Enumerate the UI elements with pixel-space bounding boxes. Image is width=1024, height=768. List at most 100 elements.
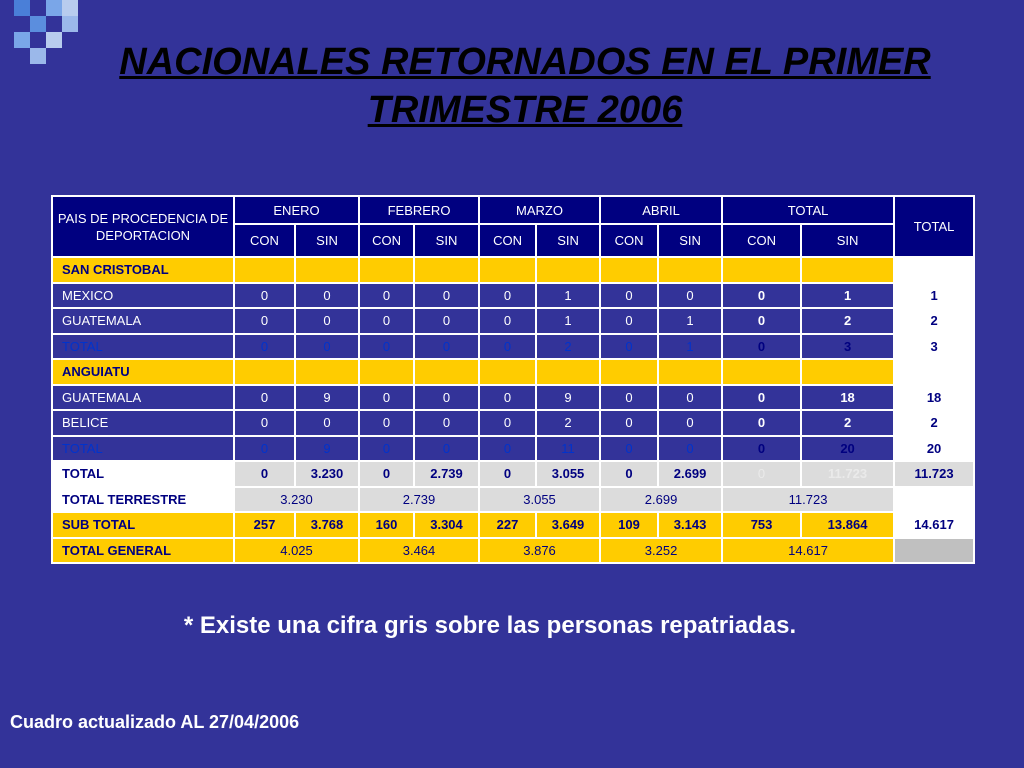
table-cell: 0 xyxy=(358,460,416,488)
header-total: TOTAL xyxy=(893,195,976,258)
empty-cell xyxy=(599,358,660,386)
table-cell: 0 xyxy=(478,307,538,335)
table-cell: 0 xyxy=(358,307,416,335)
table-cell: 0 xyxy=(233,332,296,360)
table-cell: 0 xyxy=(413,332,481,360)
table-cell: 1 xyxy=(800,281,896,309)
table-cell: 0 xyxy=(657,281,724,309)
table-cell: 0 xyxy=(721,383,803,411)
row-total: 2 xyxy=(893,307,976,335)
table-row: GUATEMALA 0 9 0 0 0 9 0 0 0 18 18 xyxy=(51,383,976,411)
row-total: 1 xyxy=(893,281,976,309)
title-line-1: NACIONALES RETORNADOS EN EL PRIMER xyxy=(119,41,931,83)
table-cell: 13.864 xyxy=(800,511,896,539)
table-cell: 2.739 xyxy=(358,485,481,513)
table-cell: 0 xyxy=(358,434,416,462)
row-total: 3 xyxy=(893,332,976,360)
subtotal-row: TOTAL 0 9 0 0 0 11 0 0 0 20 20 xyxy=(51,434,976,462)
table-cell: 2 xyxy=(535,409,602,437)
header-con: CON xyxy=(478,223,538,258)
table-cell: 0 xyxy=(293,332,361,360)
table-cell: 2.739 xyxy=(413,460,481,488)
empty-cell xyxy=(293,256,361,284)
header-con: CON xyxy=(358,223,416,258)
data-table: PAIS DE PROCEDENCIA DE DEPORTACION ENERO… xyxy=(51,195,976,564)
table-cell: 0 xyxy=(413,383,481,411)
table-cell: 0 xyxy=(721,409,803,437)
table-row: BELICE 0 0 0 0 0 2 0 0 0 2 2 xyxy=(51,409,976,437)
table-cell: 0 xyxy=(478,383,538,411)
title-line-2: TRIMESTRE 2006 xyxy=(367,89,683,131)
table-cell: 1 xyxy=(535,307,602,335)
empty-cell xyxy=(535,358,602,386)
empty-cell xyxy=(800,256,896,284)
row-label: TOTAL xyxy=(51,434,235,462)
empty-cell xyxy=(233,256,296,284)
table-cell: 0 xyxy=(233,409,296,437)
table-cell: 0 xyxy=(293,281,361,309)
table-row: MEXICO 0 0 0 0 0 1 0 0 0 1 1 xyxy=(51,281,976,309)
table-cell: 0 xyxy=(478,409,538,437)
header-con: CON xyxy=(233,223,296,258)
empty-cell xyxy=(358,256,416,284)
table-cell: 0 xyxy=(721,281,803,309)
table-cell: 0 xyxy=(599,383,660,411)
table-cell: 160 xyxy=(358,511,416,539)
header-month: FEBRERO xyxy=(358,195,481,225)
table-cell: 3.649 xyxy=(535,511,602,539)
row-total: 18 xyxy=(893,383,976,411)
table-cell: 3.055 xyxy=(535,460,602,488)
table-cell: 9 xyxy=(293,434,361,462)
table-cell: 227 xyxy=(478,511,538,539)
empty-cell xyxy=(800,358,896,386)
header-sin: SIN xyxy=(535,223,602,258)
empty-cell xyxy=(893,536,976,564)
table-cell: 3.464 xyxy=(358,536,481,564)
table-cell: 18 xyxy=(800,383,896,411)
table-cell: 0 xyxy=(478,460,538,488)
header-sin: SIN xyxy=(800,223,896,258)
table-cell: 2.699 xyxy=(657,460,724,488)
table-cell: 3.055 xyxy=(478,485,602,513)
table-cell: 0 xyxy=(358,332,416,360)
update-date: Cuadro actualizado AL 27/04/2006 xyxy=(10,712,300,732)
page-title: NACIONALES RETORNADOS EN EL PRIMER TRIME… xyxy=(80,38,970,134)
table-cell: 3.252 xyxy=(599,536,724,564)
table-cell: 3 xyxy=(800,332,896,360)
table-cell: 0 xyxy=(657,434,724,462)
table-cell: 0 xyxy=(233,307,296,335)
table-cell: 0 xyxy=(478,332,538,360)
decor-square xyxy=(30,48,46,64)
table-cell: 0 xyxy=(233,460,296,488)
table-cell: 0 xyxy=(293,307,361,335)
row-label: GUATEMALA xyxy=(51,307,235,335)
empty-cell xyxy=(657,358,724,386)
header-origin: PAIS DE PROCEDENCIA DE DEPORTACION xyxy=(51,195,235,258)
row-label: MEXICO xyxy=(51,281,235,309)
table-cell: 1 xyxy=(657,332,724,360)
row-label: BELICE xyxy=(51,409,235,437)
table-row: GUATEMALA 0 0 0 0 0 1 0 1 0 2 2 xyxy=(51,307,976,335)
table-cell: 2 xyxy=(800,409,896,437)
table-cell: 0 xyxy=(413,307,481,335)
footnote: * Existe una cifra gris sobre las person… xyxy=(183,612,797,639)
table-cell: 0 xyxy=(293,409,361,437)
header-month: TOTAL xyxy=(721,195,896,225)
table-cell: 0 xyxy=(721,307,803,335)
section-row: ANGUIATU xyxy=(51,358,976,386)
empty-cell xyxy=(657,256,724,284)
empty-cell xyxy=(478,358,538,386)
header-sin: SIN xyxy=(657,223,724,258)
table-cell: 0 xyxy=(721,332,803,360)
table-cell: 3.768 xyxy=(293,511,361,539)
total-general-row: TOTAL GENERAL 4.025 3.464 3.876 3.252 14… xyxy=(51,536,976,564)
table-cell: 109 xyxy=(599,511,660,539)
empty-cell xyxy=(893,256,976,284)
decor-square xyxy=(46,0,62,16)
row-total: 11.723 xyxy=(893,460,976,488)
table-cell: 0 xyxy=(413,281,481,309)
table-cell: 0 xyxy=(413,409,481,437)
table-cell: 3.230 xyxy=(232,485,361,513)
decor-square xyxy=(30,16,46,32)
empty-cell xyxy=(599,256,660,284)
